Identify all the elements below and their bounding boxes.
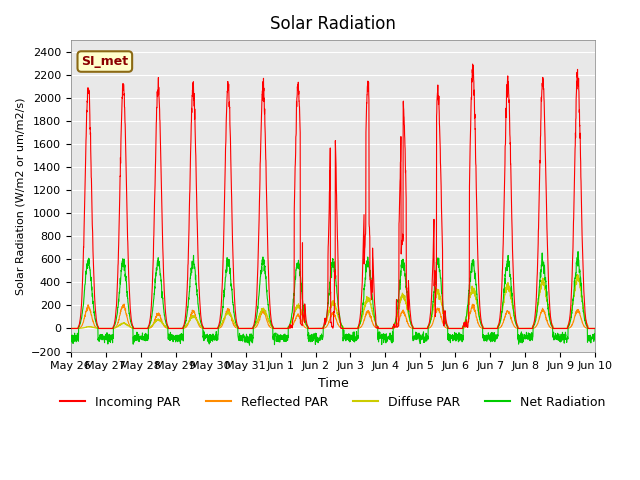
Text: SI_met: SI_met [81, 55, 129, 68]
Title: Solar Radiation: Solar Radiation [270, 15, 396, 33]
X-axis label: Time: Time [317, 377, 348, 390]
Y-axis label: Solar Radiation (W/m2 or um/m2/s): Solar Radiation (W/m2 or um/m2/s) [15, 97, 25, 295]
Legend: Incoming PAR, Reflected PAR, Diffuse PAR, Net Radiation: Incoming PAR, Reflected PAR, Diffuse PAR… [55, 391, 611, 414]
